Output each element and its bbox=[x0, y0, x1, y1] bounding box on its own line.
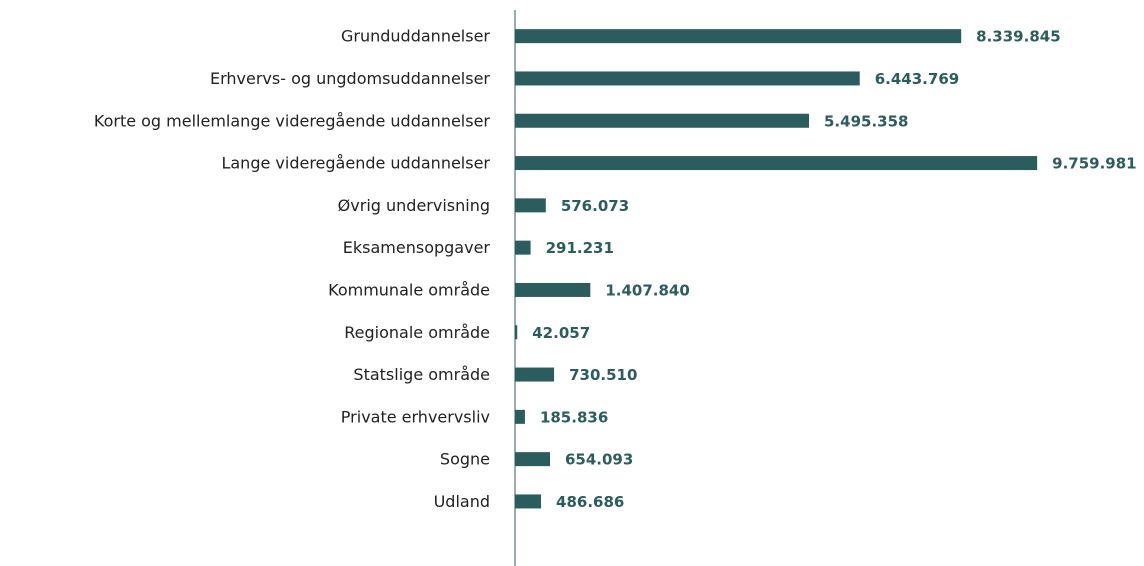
bar bbox=[515, 367, 555, 382]
bar bbox=[515, 452, 550, 467]
data-label: 9.759.981 bbox=[1052, 155, 1136, 173]
category-label: Grunduddannelser bbox=[341, 27, 490, 46]
category-label: Korte og mellemlange videregående uddann… bbox=[94, 111, 491, 130]
category-label: Erhvervs- og ungdomsuddannelser bbox=[210, 69, 490, 88]
category-label: Lange videregående uddannelser bbox=[221, 154, 490, 173]
bar bbox=[515, 494, 542, 509]
bar bbox=[515, 113, 810, 128]
data-label: 654.093 bbox=[565, 451, 633, 469]
data-label: 8.339.845 bbox=[976, 28, 1060, 46]
data-label: 185.836 bbox=[540, 408, 608, 426]
bar bbox=[515, 240, 531, 255]
data-label: 1.407.840 bbox=[605, 281, 689, 299]
data-label: 42.057 bbox=[532, 324, 590, 342]
category-label: Udland bbox=[434, 492, 490, 511]
category-label: Sogne bbox=[440, 450, 490, 469]
category-label: Statslige område bbox=[353, 365, 490, 384]
data-label: 291.231 bbox=[546, 239, 614, 257]
category-label: Regionale område bbox=[344, 323, 490, 342]
data-label: 486.686 bbox=[556, 493, 624, 511]
bar bbox=[515, 71, 860, 86]
category-label: Øvrig undervisning bbox=[338, 196, 490, 215]
bar bbox=[515, 29, 962, 44]
bar bbox=[515, 409, 525, 424]
category-label: Kommunale område bbox=[328, 280, 490, 299]
data-label: 6.443.769 bbox=[875, 70, 959, 88]
data-label: 730.510 bbox=[569, 366, 637, 384]
bar bbox=[515, 198, 546, 213]
data-label: 576.073 bbox=[561, 197, 629, 215]
data-label: 5.495.358 bbox=[824, 112, 908, 130]
bar bbox=[515, 325, 518, 340]
bar bbox=[515, 156, 1038, 171]
category-label: Private erhvervsliv bbox=[341, 407, 490, 426]
category-label: Eksamensopgaver bbox=[343, 238, 491, 257]
bar bbox=[515, 282, 591, 297]
